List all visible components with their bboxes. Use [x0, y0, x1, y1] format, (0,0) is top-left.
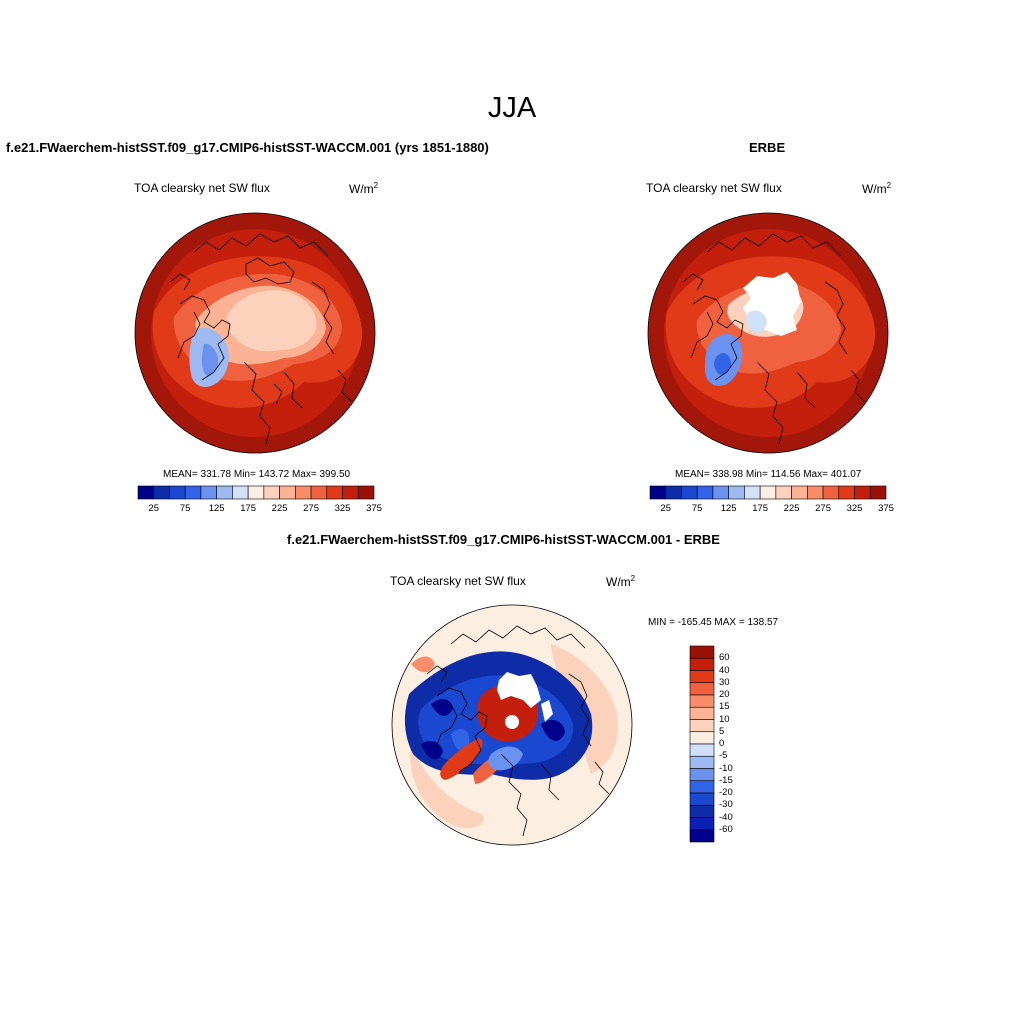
- obs-colorbar-tick-label: 125: [720, 503, 737, 514]
- diff-colorbar-box: [689, 694, 715, 708]
- diff-colorbar-tick-label: 0: [719, 738, 725, 749]
- diff-colorbar-box: [689, 755, 715, 769]
- obs-colorbar-box: [759, 485, 777, 500]
- obs-colorbar-box: [838, 485, 855, 500]
- model-variable-label: TOA clearsky net SW flux: [134, 181, 270, 195]
- diff-colorbar-box: [689, 780, 715, 794]
- model-colorbar-box: [232, 485, 249, 500]
- obs-colorbar-tick-label: 225: [783, 503, 800, 514]
- diff-colorbar-tick-label: 5: [719, 725, 725, 737]
- diff-colorbar-box: [689, 670, 715, 684]
- obs-colorbar-tick-label: 275: [815, 503, 831, 514]
- obs-polar-map: [647, 212, 889, 454]
- diff-colorbar-box: [689, 719, 715, 733]
- obs-colorbar-tick-label: 325: [846, 503, 863, 514]
- model-colorbar-box: [263, 485, 280, 500]
- obs-colorbar-box: [712, 485, 729, 500]
- figure-title: JJA: [487, 92, 537, 124]
- diff-colorbar-box: [689, 731, 715, 745]
- model-stats: MEAN= 331.78 Min= 143.72 Max= 399.50: [163, 469, 351, 480]
- diff-colorbar-tick-label: -60: [719, 823, 733, 835]
- obs-colorbar-box: [854, 485, 871, 500]
- model-colorbar-tick-label: 325: [334, 503, 351, 514]
- diff-colorbar: [689, 645, 715, 843]
- model-polar-map: [134, 212, 376, 454]
- obs-colorbar-tick-label: 25: [660, 503, 671, 514]
- obs-colorbar-tick-label: 375: [878, 503, 894, 514]
- diff-colorbar-tick-label: -5: [719, 750, 728, 762]
- obs-panel-title: ERBE: [749, 140, 786, 155]
- diff-colorbar-labels: 60 40 30 20 15 10 5 0 -5 -10 -15 -20 -30 -40 -60: [719, 646, 759, 842]
- obs-colorbar-labels: 25 75 125 175 225 275 325 375: [650, 503, 894, 517]
- model-colorbar-tick-label: 25: [148, 503, 159, 514]
- diff-colorbar-box: [689, 768, 715, 782]
- model-colorbar-tick-label: 375: [366, 503, 382, 514]
- diff-colorbar-box: [689, 682, 715, 696]
- diff-polar-map: [391, 604, 633, 846]
- diff-colorbar-tick-label: -15: [719, 774, 733, 786]
- diff-colorbar-box: [689, 657, 715, 671]
- diff-colorbar-box: [689, 645, 715, 659]
- obs-colorbar-box: [869, 485, 887, 500]
- diff-colorbar-tick-label: 60: [719, 652, 730, 664]
- model-colorbar-box: [342, 485, 359, 500]
- model-colorbar-tick-label: 175: [240, 503, 257, 514]
- diff-colorbar-box: [689, 706, 715, 720]
- diff-colorbar-box: [689, 743, 715, 757]
- diff-colorbar-tick-label: 20: [719, 689, 730, 700]
- model-colorbar-box: [295, 485, 312, 500]
- model-colorbar-box: [357, 485, 375, 500]
- obs-colorbar-tick-label: 175: [752, 503, 769, 514]
- diff-units-label: W/m2: [606, 574, 636, 589]
- model-colorbar-box: [310, 485, 328, 500]
- diff-variable-label: TOA clearsky net SW flux: [390, 574, 526, 588]
- model-colorbar-box: [184, 485, 202, 500]
- diff-colorbar-box: [689, 817, 715, 831]
- obs-colorbar-box: [681, 485, 698, 500]
- diff-colorbar-tick-label: -10: [719, 762, 733, 774]
- model-colorbar-box: [326, 485, 343, 500]
- model-colorbar-box: [200, 485, 217, 500]
- model-colorbar-labels: 25 75 125 175 225 275 325 375: [138, 503, 382, 517]
- obs-colorbar-box: [791, 485, 808, 500]
- obs-colorbar-box: [822, 485, 840, 500]
- diff-colorbar-tick-label: -20: [719, 787, 733, 798]
- diff-stats: MIN = -165.45 MAX = 138.57: [648, 617, 779, 628]
- diff-colorbar-box: [689, 829, 715, 843]
- model-colorbar-box: [279, 485, 296, 500]
- model-units-label: W/m2: [349, 181, 379, 196]
- obs-colorbar-box: [696, 485, 714, 500]
- obs-colorbar-box: [775, 485, 792, 500]
- obs-colorbar-box: [649, 485, 667, 500]
- obs-colorbar-tick-label: 75: [691, 503, 703, 514]
- obs-units-label: W/m2: [862, 181, 892, 196]
- diff-colorbar-box: [689, 792, 715, 806]
- obs-stats: MEAN= 338.98 Min= 114.56 Max= 401.07: [675, 469, 862, 480]
- model-colorbar-box: [169, 485, 186, 500]
- model-colorbar-box: [137, 485, 155, 500]
- diff-colorbar-tick-label: 10: [719, 713, 730, 725]
- diff-colorbar-tick-label: -40: [719, 811, 733, 823]
- obs-variable-label: TOA clearsky net SW flux: [646, 181, 782, 195]
- model-colorbar-tick-label: 225: [271, 503, 288, 514]
- diff-colorbar-tick-label: 15: [719, 701, 730, 713]
- model-colorbar-tick-label: 275: [303, 503, 319, 514]
- obs-colorbar: [649, 485, 887, 500]
- obs-colorbar-box: [807, 485, 824, 500]
- model-colorbar-box: [216, 485, 233, 500]
- diff-colorbar-tick-label: -30: [719, 799, 733, 811]
- diff-colorbar-box: [689, 804, 715, 818]
- diff-panel-title: f.e21.FWaerchem-histSST.f09_g17.CMIP6-hi…: [287, 532, 720, 547]
- obs-colorbar-box: [728, 485, 745, 500]
- obs-colorbar-box: [744, 485, 761, 500]
- model-colorbar-tick-label: 75: [179, 503, 191, 514]
- diff-colorbar-tick-label: 30: [719, 676, 730, 688]
- model-colorbar: [137, 485, 375, 500]
- model-colorbar-box: [247, 485, 265, 500]
- obs-colorbar-box: [665, 485, 682, 500]
- model-panel-title: f.e21.FWaerchem-histSST.f09_g17.CMIP6-hi…: [6, 140, 489, 155]
- diff-colorbar-tick-label: 40: [719, 664, 730, 676]
- model-colorbar-tick-label: 125: [208, 503, 225, 514]
- model-colorbar-box: [153, 485, 170, 500]
